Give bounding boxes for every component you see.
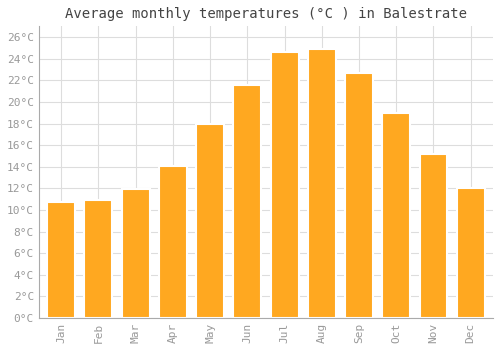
Bar bbox=[420, 154, 448, 318]
Bar bbox=[382, 113, 410, 318]
Bar bbox=[457, 188, 484, 318]
Bar bbox=[308, 49, 336, 318]
Bar bbox=[270, 52, 298, 318]
Bar bbox=[196, 124, 224, 318]
Bar bbox=[159, 166, 187, 318]
Title: Average monthly temperatures (°C ) in Balestrate: Average monthly temperatures (°C ) in Ba… bbox=[65, 7, 467, 21]
Bar bbox=[122, 189, 150, 318]
Bar bbox=[47, 202, 75, 318]
Bar bbox=[345, 73, 373, 318]
Bar bbox=[84, 200, 112, 318]
Bar bbox=[234, 85, 262, 318]
